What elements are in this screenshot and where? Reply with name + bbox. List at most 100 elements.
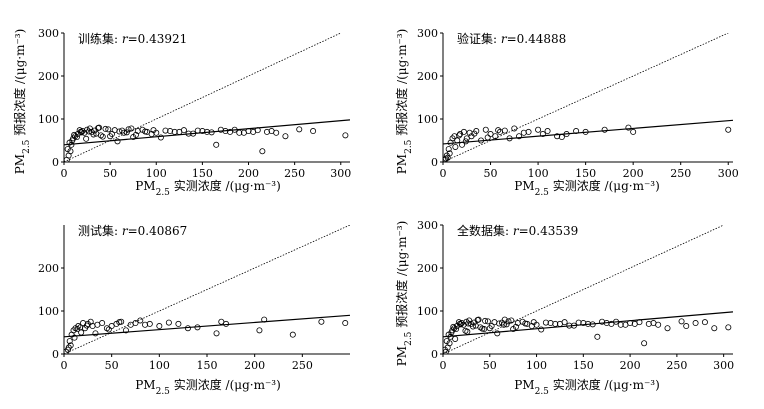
data-point bbox=[69, 137, 76, 144]
data-point bbox=[92, 330, 99, 337]
data-point bbox=[477, 324, 484, 331]
data-point bbox=[123, 129, 130, 136]
data-point bbox=[132, 320, 139, 327]
data-point bbox=[105, 126, 112, 133]
data-point bbox=[250, 128, 257, 135]
y-tick-label: 200 bbox=[38, 262, 59, 275]
panel-test: 0 50 100 150 200 250 0 100 200 测试集: r=0.40867 PM2.… bbox=[38, 223, 350, 397]
y-axis-label: PM2.5 预报浓度 /(μg·m⁻³) bbox=[12, 29, 32, 175]
data-point bbox=[218, 318, 225, 325]
data-point bbox=[114, 138, 121, 145]
x-tick-label: 150 bbox=[573, 359, 594, 372]
data-point bbox=[213, 141, 220, 148]
data-point bbox=[213, 330, 220, 337]
data-point bbox=[530, 319, 537, 326]
data-point bbox=[99, 133, 106, 140]
data-point bbox=[77, 324, 84, 331]
data-point bbox=[97, 132, 104, 139]
x-tick-label: 100 bbox=[149, 359, 170, 372]
data-point bbox=[482, 317, 489, 324]
data-point bbox=[488, 323, 495, 330]
data-point bbox=[268, 128, 275, 135]
data-point bbox=[83, 322, 90, 329]
x-tick-label: 50 bbox=[103, 167, 117, 180]
data-point bbox=[558, 134, 565, 141]
data-point bbox=[132, 131, 139, 138]
plot-area bbox=[64, 33, 350, 162]
x-tick-label: 50 bbox=[483, 359, 497, 372]
data-point bbox=[263, 128, 270, 135]
data-point bbox=[678, 318, 685, 325]
data-point bbox=[105, 326, 112, 333]
data-point bbox=[580, 320, 587, 327]
fit-line bbox=[443, 311, 733, 338]
data-point bbox=[552, 320, 559, 327]
data-point bbox=[484, 134, 491, 141]
x-tick-label: 250 bbox=[292, 359, 313, 372]
x-tick-label: 150 bbox=[575, 167, 596, 180]
y-tick-label: 0 bbox=[52, 156, 59, 169]
plot-area bbox=[64, 225, 350, 354]
data-point bbox=[484, 318, 491, 325]
data-point bbox=[501, 127, 508, 134]
data-point bbox=[103, 325, 110, 332]
x-tick-label: 300 bbox=[713, 359, 734, 372]
data-point bbox=[465, 320, 472, 327]
data-point bbox=[71, 334, 78, 341]
data-point bbox=[464, 328, 471, 335]
data-point bbox=[199, 128, 206, 135]
panel-train: 0 50 100 150 200 250 300 0 100 200 300 训练集: r=0.439… bbox=[12, 27, 351, 198]
identity-line bbox=[443, 225, 724, 354]
data-point bbox=[492, 133, 499, 140]
y-tick-label: 100 bbox=[417, 113, 438, 126]
data-point bbox=[83, 135, 90, 142]
data-point bbox=[175, 320, 182, 327]
x-tick-label: 50 bbox=[484, 167, 498, 180]
plot-area bbox=[443, 33, 733, 162]
data-point bbox=[601, 126, 608, 133]
data-point bbox=[142, 321, 149, 328]
panel-title: 全数据集: r=0.43539 bbox=[457, 223, 578, 238]
y-tick-label: 0 bbox=[52, 348, 59, 361]
y-tick-label: 200 bbox=[417, 262, 438, 275]
data-point bbox=[650, 320, 657, 327]
data-point bbox=[318, 318, 325, 325]
fit-line bbox=[64, 119, 350, 146]
data-point bbox=[505, 318, 512, 325]
data-point bbox=[90, 131, 97, 138]
data-point bbox=[73, 134, 80, 141]
data-point bbox=[448, 329, 455, 336]
data-point bbox=[95, 125, 102, 132]
data-point bbox=[162, 127, 169, 134]
data-point bbox=[137, 317, 144, 324]
data-point bbox=[474, 317, 481, 324]
data-point bbox=[481, 326, 488, 333]
y-tick-label: 300 bbox=[38, 27, 59, 40]
x-tick-label: 0 bbox=[440, 359, 447, 372]
data-point bbox=[167, 128, 174, 135]
data-point bbox=[508, 317, 515, 324]
panel-title: 验证集: r=0.44888 bbox=[457, 31, 566, 46]
data-point bbox=[128, 125, 135, 132]
data-point bbox=[641, 340, 648, 347]
data-point bbox=[544, 128, 551, 135]
data-point bbox=[78, 129, 85, 136]
data-point bbox=[443, 346, 448, 353]
data-point bbox=[310, 128, 317, 135]
x-axis-label: PM2.5 实测浓度 /(μg·m⁻³) bbox=[514, 377, 660, 397]
identity-line bbox=[64, 33, 341, 162]
data-point bbox=[520, 129, 527, 136]
y-tick-label: 300 bbox=[417, 27, 438, 40]
data-point bbox=[342, 320, 349, 327]
data-point bbox=[66, 338, 73, 345]
data-point bbox=[522, 320, 529, 327]
panel-validation: 0 50 100 150 200 250 300 0 100 200 300 验证集: r=0.448… bbox=[394, 27, 739, 198]
data-point bbox=[683, 323, 690, 330]
x-tick-label: 300 bbox=[330, 167, 351, 180]
x-tick-label: 0 bbox=[61, 167, 68, 180]
data-point bbox=[236, 129, 243, 136]
data-point bbox=[342, 132, 349, 139]
data-point bbox=[692, 320, 699, 327]
x-tick-label: 200 bbox=[623, 167, 644, 180]
